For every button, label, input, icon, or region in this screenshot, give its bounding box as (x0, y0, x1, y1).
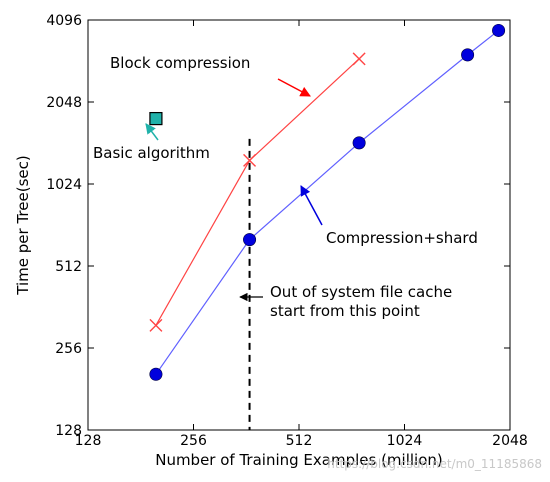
plot-area (87, 19, 511, 431)
data-point-circle (243, 233, 257, 247)
x-axis-label: Number of Training Examples (million) (155, 451, 443, 469)
x-tick-label: 512 (286, 433, 313, 449)
y-tick-label: 256 (55, 341, 82, 357)
data-point-circle (461, 48, 475, 62)
arrow-compression-shard (300, 185, 323, 226)
series-basic-algorithm (149, 111, 163, 126)
y-tick-label: 2048 (46, 95, 82, 111)
y-tick-label: 4096 (46, 13, 82, 29)
annotation-block-compression: Block compression (110, 54, 250, 72)
annotation-compression-shard: Compression+shard (326, 229, 478, 247)
arrow-block-compression (277, 78, 311, 97)
data-point-circle (149, 367, 163, 381)
data-point-circle (492, 23, 506, 37)
series-compression-shard (149, 23, 506, 381)
data-point-x-marker (352, 52, 366, 66)
y-axis-ticks: 128 256 512 1024 2048 4096 (46, 13, 510, 439)
series-block-compression (149, 52, 366, 332)
annotation-cache-line-2: start from this point (270, 302, 420, 320)
x-tick-label: 1024 (387, 433, 423, 449)
data-point-circle (352, 136, 366, 150)
y-tick-label: 512 (55, 259, 82, 275)
data-point-x-marker (149, 318, 163, 332)
y-axis-label: Time per Tree(sec) (14, 155, 32, 295)
annotation-cache-line-1: Out of system file cache (270, 283, 452, 301)
annotation-basic-algorithm: Basic algorithm (93, 144, 210, 162)
x-axis-ticks: 128 256 512 1024 2048 (75, 20, 528, 449)
x-tick-label: 128 (75, 433, 102, 449)
series-line-compression-shard (155, 29, 499, 375)
y-tick-label: 1024 (46, 177, 82, 193)
arrow-basic-algorithm (145, 123, 159, 141)
data-point-x-marker (243, 153, 257, 167)
x-tick-label: 256 (180, 433, 207, 449)
y-tick-label: 128 (55, 423, 82, 439)
watermark: https://blog.csdn.net/m0_11185868 (327, 457, 542, 471)
series-layer (149, 23, 506, 381)
x-tick-label: 2048 (492, 433, 528, 449)
data-point-square (149, 111, 163, 126)
